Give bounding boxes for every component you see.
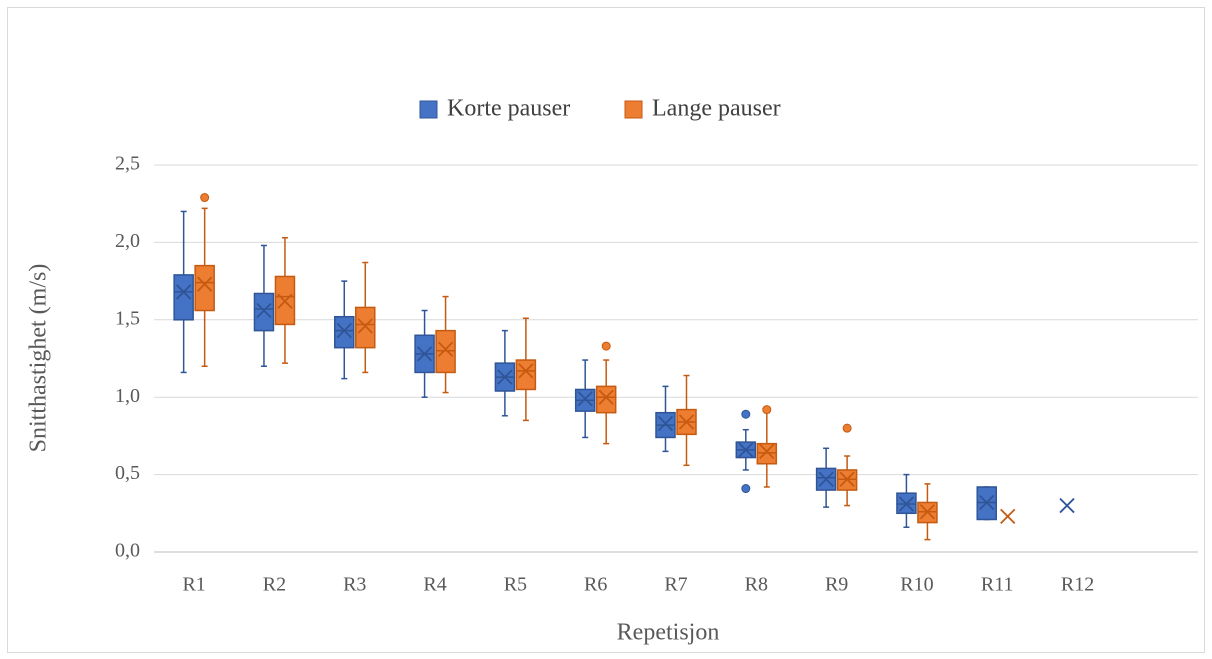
mean-marker [738, 442, 754, 458]
mean-marker [979, 494, 995, 511]
mean-marker [497, 369, 513, 385]
mean-marker [1059, 497, 1075, 514]
mean-marker [1000, 508, 1016, 525]
y-tick-label: 0,5 [115, 462, 140, 484]
x-tick-label: R11 [981, 574, 1014, 596]
x-tick-label: R1 [182, 574, 205, 596]
outlier [200, 193, 210, 203]
box [435, 329, 456, 374]
mean-marker [437, 341, 454, 357]
mean-marker [357, 318, 373, 334]
box [756, 442, 778, 465]
y-tick-label: 0,0 [115, 540, 140, 562]
x-tick-label: R8 [745, 574, 768, 596]
mean-marker [839, 471, 855, 487]
outlier [842, 423, 852, 433]
box [355, 306, 376, 349]
x-tick-label: R12 [1061, 574, 1094, 596]
mean-marker [277, 293, 293, 309]
x-tick-label: R9 [825, 574, 848, 596]
x-tick-label: R7 [664, 574, 687, 596]
y-tick-label: 1,5 [115, 307, 140, 329]
outlier [741, 484, 751, 494]
mean-marker [657, 415, 674, 432]
legend-swatch [419, 100, 438, 119]
x-tick-label: R4 [423, 574, 446, 596]
box [194, 264, 215, 312]
y-tick-label: 1,0 [115, 385, 140, 407]
x-tick-label: R2 [263, 574, 286, 596]
x-tick-label: R10 [900, 574, 933, 596]
mean-marker [818, 471, 834, 487]
mean-marker [336, 322, 352, 339]
chart-border [7, 7, 1205, 653]
x-axis-label: Repetisjon [617, 620, 720, 646]
mean-marker [678, 414, 695, 430]
x-tick-label: R3 [343, 574, 366, 596]
mean-marker [598, 389, 614, 405]
mean-marker [898, 496, 915, 512]
y-tick-label: 2,0 [115, 230, 140, 252]
mean-marker [518, 363, 534, 379]
legend-label: Korte pauser [447, 96, 570, 122]
x-tick-label: R5 [504, 574, 527, 596]
box [334, 315, 355, 349]
outlier [762, 405, 772, 415]
mean-marker [197, 276, 213, 292]
outlier [741, 409, 751, 419]
mean-marker [176, 284, 192, 300]
box [253, 292, 275, 332]
legend-label: Lange pauser [652, 96, 781, 122]
mean-marker [577, 391, 593, 407]
mean-marker [416, 346, 433, 362]
mean-marker [759, 443, 775, 460]
x-tick-label: R6 [584, 574, 607, 596]
y-axis-label: Snitthastighet (m/s) [26, 264, 52, 453]
legend-swatch [624, 100, 643, 119]
outlier [601, 341, 611, 351]
mean-marker [919, 504, 936, 520]
y-tick-label: 2,5 [115, 153, 140, 175]
mean-marker [256, 302, 272, 319]
